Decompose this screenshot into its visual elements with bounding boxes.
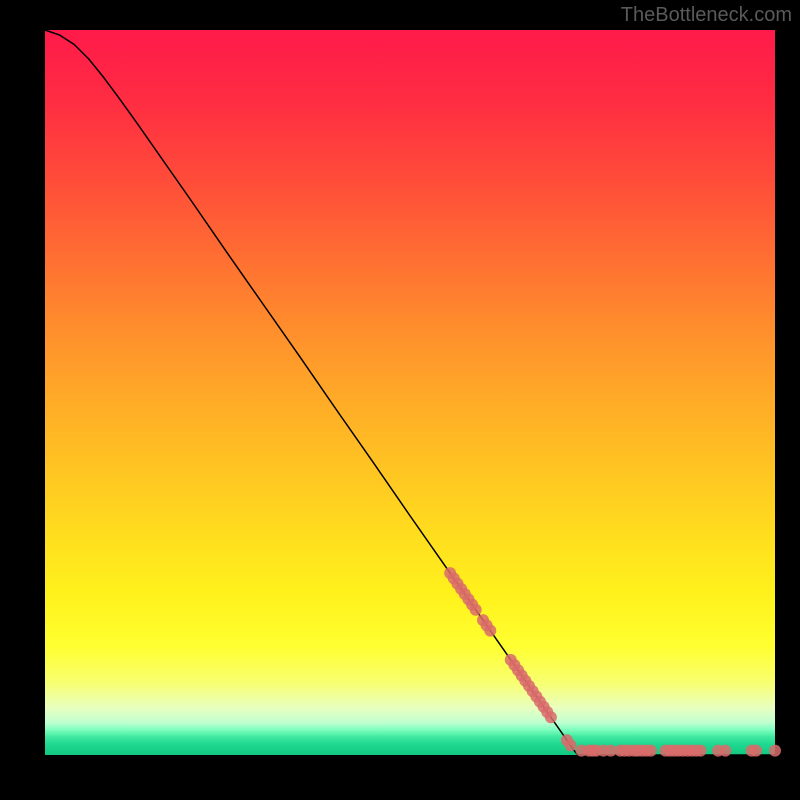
chart-svg (45, 30, 775, 755)
curve-line (45, 30, 775, 755)
marker-point (470, 604, 482, 616)
marker-point (750, 745, 762, 757)
markers-group (444, 567, 781, 756)
plot-area (45, 30, 775, 755)
marker-point (545, 711, 557, 723)
chart-container: TheBottleneck.com (0, 0, 800, 800)
watermark-text: TheBottleneck.com (621, 4, 792, 27)
marker-point (484, 625, 496, 637)
marker-point (695, 745, 707, 757)
marker-point (565, 739, 577, 751)
marker-point (645, 745, 657, 757)
marker-point (769, 745, 781, 757)
marker-point (719, 745, 731, 757)
